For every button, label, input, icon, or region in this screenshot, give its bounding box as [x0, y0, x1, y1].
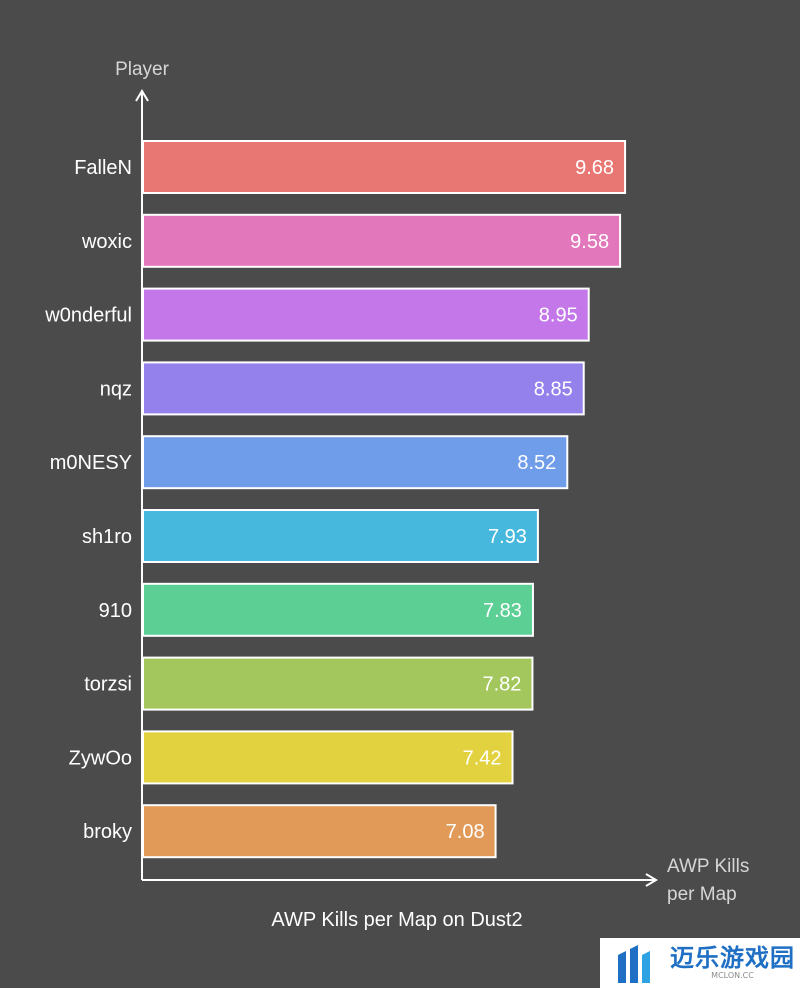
brand-logo-icon: [618, 945, 650, 983]
bar-woxic: [142, 213, 622, 268]
bar-FalleN: [142, 140, 627, 194]
category-label: sh1ro: [82, 526, 132, 548]
value-label: 7.08: [446, 821, 485, 843]
bar-torzsi: [142, 656, 534, 711]
bar-nqz: [142, 361, 585, 416]
bar-sh1ro: [142, 509, 539, 563]
x-axis-title-line2: per Map: [667, 884, 737, 905]
value-label: 8.52: [517, 452, 556, 474]
chart-title: AWP Kills per Map on Dust2: [271, 909, 522, 931]
x-axis-title-line1: AWP Kills: [667, 856, 749, 877]
value-label: 8.95: [539, 305, 578, 327]
category-label: w0nderful: [44, 305, 132, 327]
bar-broky: [142, 804, 497, 859]
category-label: woxic: [81, 231, 132, 253]
value-label: 9.68: [575, 157, 614, 179]
category-label: FalleN: [74, 157, 132, 179]
watermark-name: 迈乐游戏园: [670, 944, 795, 972]
y-axis-arrow: [135, 89, 149, 102]
x-axis-arrow: [645, 873, 658, 887]
value-label: 8.85: [534, 378, 573, 400]
value-label: 7.82: [482, 674, 521, 696]
category-label: torzsi: [84, 674, 132, 696]
watermark: 迈乐游戏园 MCLON.CC: [600, 938, 800, 988]
bar-w0nderful: [142, 287, 590, 342]
value-label: 7.83: [483, 600, 522, 622]
value-label: 7.42: [463, 747, 502, 769]
category-label: broky: [83, 821, 132, 843]
bar-group: FalleN 9.68 woxic 9.58 w0nderful 8.95 nqz 8.85 m…: [44, 140, 627, 859]
watermark-sub: MCLON.CC: [711, 971, 754, 980]
bar-910: [142, 582, 534, 637]
value-label: 7.93: [488, 526, 527, 548]
category-label: m0NESY: [50, 452, 132, 474]
y-axis-title: Player: [115, 59, 170, 80]
category-label: ZywOo: [69, 747, 132, 769]
value-label: 9.58: [570, 231, 609, 253]
category-label: nqz: [100, 378, 132, 400]
bar-m0NESY: [142, 435, 569, 490]
category-label: 910: [99, 600, 132, 622]
bar-ZywOo: [142, 730, 514, 785]
